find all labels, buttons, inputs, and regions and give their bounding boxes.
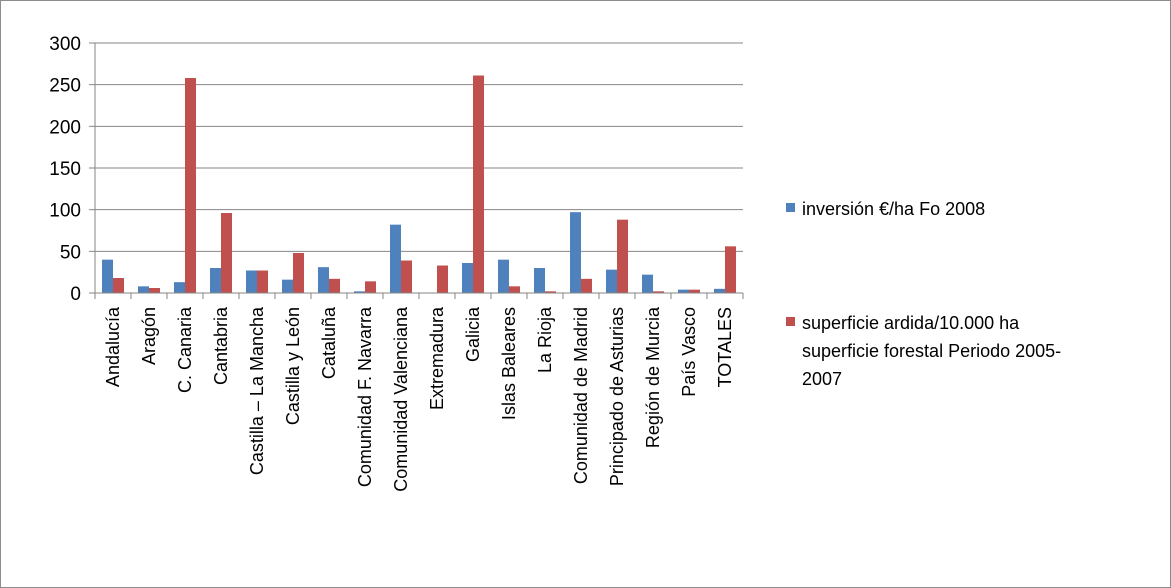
bar-series-2: [653, 291, 664, 293]
bar-series-1: [642, 274, 653, 293]
bar-series-2: [545, 291, 556, 293]
x-tick-label: Aragón: [139, 307, 159, 365]
bar-series-2: [689, 289, 700, 293]
x-tick-label: Islas Baleares: [499, 307, 519, 420]
bar-series-2: [293, 253, 304, 293]
bar-series-2: [329, 278, 340, 293]
x-tick-label: País Vasco: [679, 307, 699, 397]
y-tick-label: 100: [49, 201, 81, 222]
bar-series-1: [318, 267, 329, 293]
x-tick-label: Comunidad F. Navarra: [355, 306, 375, 487]
bar-series-1: [570, 212, 581, 293]
x-tick-label: Andalucía: [103, 306, 123, 387]
y-tick-label: 250: [49, 76, 81, 97]
bar-series-1: [390, 224, 401, 293]
x-tick-label: TOTALES: [715, 307, 735, 387]
x-tick-label: Galicia: [463, 306, 483, 362]
legend-swatch-2: [786, 317, 795, 326]
bar-series-2: [365, 281, 376, 293]
bar-series-1: [498, 259, 509, 293]
bar-series-2: [221, 213, 232, 293]
bar-series-2: [509, 286, 520, 293]
y-tick-label: 0: [70, 284, 81, 305]
legend-label-2: 2007: [802, 369, 842, 389]
x-tick-label: Cantabria: [211, 306, 231, 385]
bar-series-1: [606, 269, 617, 293]
x-axis: Andalucía Aragón C. Canaria Cantabria Castil…: [94, 292, 744, 492]
y-tick-label: 50: [60, 242, 81, 263]
bar-series-1: [246, 270, 257, 293]
x-tick-label: Extremadura: [427, 306, 447, 410]
bar-series-2: [401, 260, 412, 293]
bar-series-2: [725, 246, 736, 293]
x-tick-label: Región de Murcia: [643, 306, 663, 448]
bar-series-1: [282, 279, 293, 293]
bar-series-1: [138, 286, 149, 293]
legend-label-2: superficie ardida/10.000 ha: [802, 313, 1020, 333]
bar-series-2: [437, 265, 448, 293]
x-tick-label: Castilla y León: [283, 307, 303, 425]
bar-series-1: [678, 289, 689, 293]
bar-series-1: [174, 282, 185, 293]
grid-lines: [95, 42, 743, 252]
x-tick-label: Castilla – La Mancha: [247, 306, 267, 475]
bar-series-2: [617, 219, 628, 293]
bar-series-1: [354, 291, 365, 293]
x-tick-label: Cataluña: [319, 306, 339, 379]
x-tick-label: Comunidad de Madrid: [571, 307, 591, 484]
y-tick-label: 300: [49, 34, 81, 55]
bar-series-2: [473, 75, 484, 293]
legend-label-1: inversión €/ha Fo 2008: [802, 199, 985, 219]
bar-series-1: [534, 268, 545, 293]
y-tick-label: 200: [49, 117, 81, 138]
bar-series-2: [113, 278, 124, 293]
x-tick-label: La Rioja: [535, 306, 555, 373]
legend: inversión €/ha Fo 2008 superficie ardida/…: [786, 199, 1061, 389]
bar-series-2: [257, 270, 268, 293]
x-tick-label: Principado de Asturias: [607, 307, 627, 486]
x-tick-label: C. Canaria: [175, 306, 195, 393]
bar-series-2: [581, 278, 592, 293]
bars: [102, 75, 736, 293]
y-axis: 0 50 100 150 200 250 300: [49, 34, 96, 305]
bar-series-1: [462, 263, 473, 293]
bar-series-1: [102, 259, 113, 293]
bar-series-1: [210, 268, 221, 293]
x-tick-label: Comunidad Valenciana: [391, 306, 411, 492]
y-tick-label: 150: [49, 159, 81, 180]
legend-swatch-1: [786, 203, 795, 212]
bar-series-2: [185, 78, 196, 293]
legend-label-2: superficie forestal Periodo 2005-: [802, 341, 1061, 361]
bar-series-1: [714, 288, 725, 293]
bar-series-2: [149, 288, 160, 293]
